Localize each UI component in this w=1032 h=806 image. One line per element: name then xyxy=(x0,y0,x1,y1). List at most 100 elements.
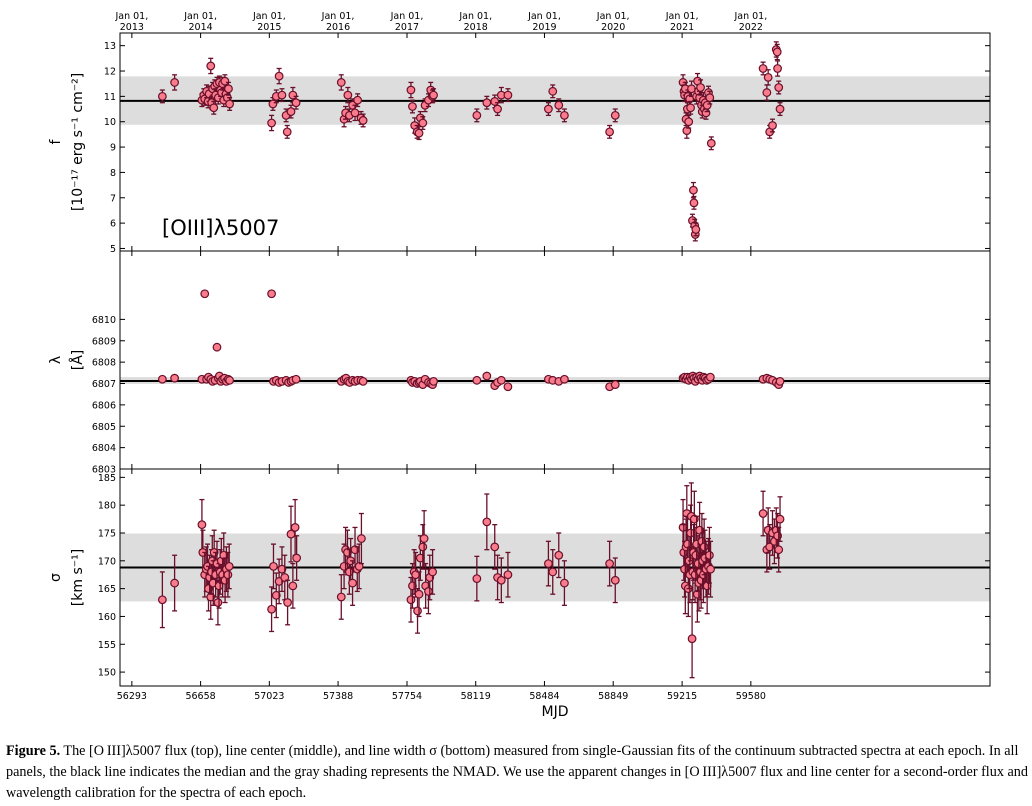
data-point xyxy=(689,198,699,208)
data-point xyxy=(170,578,180,588)
data-point xyxy=(482,98,492,108)
data-point xyxy=(408,102,417,111)
top-tick-label: Jan 01, xyxy=(252,11,286,22)
figure-caption-text: The [O III]λ5007 flux (top), line center… xyxy=(6,743,1028,801)
data-point xyxy=(503,90,513,100)
figure-caption: Figure 5. The [O III]λ5007 flux (top), l… xyxy=(6,741,1030,804)
data-point xyxy=(687,634,697,644)
data-point xyxy=(699,542,709,552)
data-point xyxy=(419,534,429,543)
data-point xyxy=(758,64,768,73)
top-tick-label: 2014 xyxy=(189,22,213,33)
panel-frame xyxy=(119,468,991,687)
data-point xyxy=(200,289,210,299)
top-tick-label: Jan 01, xyxy=(733,11,767,22)
data-point xyxy=(560,110,569,120)
data-point xyxy=(212,342,222,352)
data-point xyxy=(286,107,296,116)
data-point xyxy=(554,100,564,110)
data-point xyxy=(350,108,360,118)
y-tick-label: 8 xyxy=(110,168,116,179)
y-axis-unit: [km s⁻¹] xyxy=(70,549,86,606)
y-tick-label: 180 xyxy=(98,501,116,512)
data-point xyxy=(706,564,715,574)
data-point xyxy=(554,550,564,560)
data-point xyxy=(758,509,768,518)
data-point xyxy=(336,592,346,602)
bottom-axis: 56293 56658 57023 57388 57754 58119 58484 58849… xyxy=(117,691,766,720)
data-point xyxy=(496,575,506,585)
data-point xyxy=(610,380,620,389)
y-axis-label: σ xyxy=(48,573,64,582)
data-point xyxy=(291,374,301,384)
data-point xyxy=(773,64,782,73)
data-point xyxy=(197,520,207,530)
data-point xyxy=(689,185,698,195)
data-point xyxy=(428,567,437,577)
data-point xyxy=(267,604,276,614)
data-point xyxy=(157,91,167,101)
data-point xyxy=(429,90,438,100)
data-point xyxy=(414,589,424,599)
data-point xyxy=(496,375,506,385)
data-points xyxy=(157,482,785,679)
figure: 5 6 7 8 9 10 11 12 13 f [10⁻¹⁷ erg s⁻¹ cm⁻²] [OIII]… xyxy=(48,11,991,720)
y-tick-label: 11 xyxy=(104,92,116,103)
panel-width: 150 155 160 165 170 175 180 185 σ [km s⁻¹] xyxy=(48,468,991,687)
top-tick-label: 2021 xyxy=(670,22,694,33)
data-point xyxy=(357,534,366,543)
data-point xyxy=(157,374,167,384)
data-point xyxy=(418,118,428,128)
data-point xyxy=(610,110,620,120)
data-point xyxy=(418,542,428,552)
data-point xyxy=(277,90,287,100)
top-tick-label: 2015 xyxy=(257,22,281,33)
data-points xyxy=(157,289,785,392)
data-point xyxy=(225,375,234,385)
data-point xyxy=(224,561,234,571)
y-tick-label: 150 xyxy=(98,668,116,679)
data-point xyxy=(701,108,711,118)
data-point xyxy=(503,382,513,392)
y-tick-label: 6808 xyxy=(92,358,116,369)
x-axis-label: MJD xyxy=(542,704,569,720)
y-axis-label: λ xyxy=(48,356,64,364)
data-point xyxy=(220,76,230,86)
data-point xyxy=(765,542,775,552)
data-point xyxy=(482,517,492,527)
data-point xyxy=(774,83,784,92)
data-point xyxy=(414,128,424,138)
data-point xyxy=(472,574,482,584)
data-point xyxy=(406,85,416,95)
x-tick-label: 58119 xyxy=(461,691,491,702)
y-tick-label: 9 xyxy=(110,143,116,154)
x-tick-label: 57388 xyxy=(323,691,353,702)
top-tick-label: 2017 xyxy=(395,22,419,33)
top-tick-label: 2018 xyxy=(464,22,488,33)
data-point xyxy=(775,514,785,524)
data-point xyxy=(343,90,353,100)
data-point xyxy=(503,570,513,580)
data-point xyxy=(775,376,785,386)
data-point xyxy=(157,595,167,605)
data-point xyxy=(213,598,223,607)
y-tick-label: 6 xyxy=(110,219,116,230)
data-point xyxy=(472,110,482,120)
data-point xyxy=(762,88,772,97)
data-point xyxy=(768,121,777,130)
data-point xyxy=(209,103,219,113)
y-tick-label: 6807 xyxy=(92,379,116,390)
data-point xyxy=(763,72,773,82)
data-point xyxy=(482,371,492,381)
x-tick-label: 58849 xyxy=(598,691,628,702)
data-point xyxy=(490,542,500,552)
panel-flux: 5 6 7 8 9 10 11 12 13 f [10⁻¹⁷ erg s⁻¹ cm⁻²] [OIII]… xyxy=(48,32,991,255)
data-point xyxy=(544,104,553,114)
data-point xyxy=(705,93,715,103)
y-tick-label: 6805 xyxy=(92,422,116,433)
data-point xyxy=(291,98,301,108)
data-point xyxy=(605,559,615,568)
x-tick-label: 57754 xyxy=(392,691,422,702)
data-points xyxy=(157,41,785,242)
y-tick-label: 6803 xyxy=(92,465,116,476)
